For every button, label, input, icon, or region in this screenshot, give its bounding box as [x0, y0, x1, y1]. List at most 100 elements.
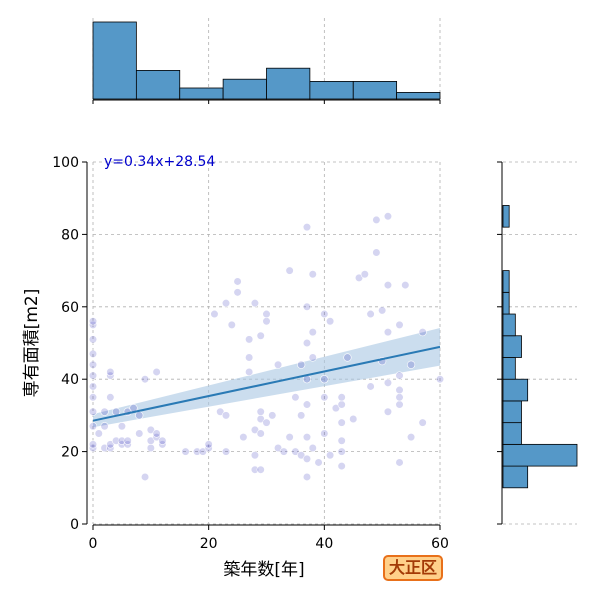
right-hist-bar [502, 400, 522, 424]
data-point [146, 425, 155, 434]
data-point [117, 422, 127, 431]
data-point [140, 472, 150, 482]
data-point [308, 443, 317, 453]
data-point [146, 436, 155, 445]
regression-label: y=0.34x+28.54 [104, 154, 215, 170]
right-hist-bar [502, 335, 522, 358]
data-point [198, 447, 207, 456]
data-point [372, 248, 381, 257]
data-point [285, 433, 294, 442]
data-point [94, 429, 103, 438]
y-tick-label: 60 [61, 300, 79, 316]
data-point [227, 320, 236, 330]
data-point [395, 458, 404, 467]
data-point [395, 393, 404, 402]
right-hist-bar [502, 291, 510, 315]
data-point [181, 447, 190, 456]
data-point [204, 440, 213, 449]
data-point [418, 328, 427, 337]
data-point [268, 411, 277, 420]
data-point [308, 270, 317, 279]
data-point [245, 335, 254, 344]
data-point [302, 472, 312, 482]
data-point [233, 277, 242, 286]
data-point [88, 335, 98, 344]
data-point [372, 215, 381, 225]
data-point [349, 414, 358, 424]
data-point [297, 451, 306, 460]
data-point [326, 317, 335, 326]
data-point [366, 382, 375, 391]
data-point [88, 317, 98, 326]
data-point [106, 367, 115, 377]
ward-badge: 大正区 [383, 555, 443, 581]
data-point [106, 393, 115, 402]
data-point [308, 353, 317, 362]
data-point [221, 411, 231, 420]
data-point [291, 447, 300, 456]
data-point [418, 418, 427, 427]
x-tick-label: 20 [200, 536, 218, 552]
data-point [337, 393, 346, 402]
data-point [320, 309, 329, 319]
data-point [88, 349, 98, 358]
data-point [395, 320, 404, 330]
data-point [245, 353, 254, 362]
x-tick-label: 0 [89, 536, 98, 552]
data-point [314, 458, 323, 467]
axes: 0 20 40 60 0 20 40 60 80 100 [52, 155, 449, 552]
data-point [326, 451, 335, 460]
data-point [88, 371, 98, 380]
data-point [256, 331, 265, 340]
x-axis-label: 築年数[年] [223, 560, 304, 580]
data-point [88, 393, 98, 402]
data-point [383, 328, 393, 337]
data-point [262, 309, 271, 319]
data-point [88, 440, 98, 449]
right-hist-bar [502, 465, 529, 489]
data-point [250, 465, 260, 474]
data-point [395, 385, 404, 395]
right-hist-bar [502, 313, 516, 337]
top-hist-bar [179, 87, 224, 100]
data-point [331, 404, 341, 413]
data-point [273, 360, 283, 369]
data-point [152, 429, 161, 438]
right-hist-bar [502, 443, 578, 467]
data-point [360, 270, 369, 279]
data-point [112, 436, 121, 445]
data-point [302, 223, 312, 232]
data-point [221, 447, 231, 456]
data-point [88, 382, 98, 391]
data-point [135, 411, 144, 420]
top-hist-bar [309, 81, 354, 100]
data-point [100, 407, 109, 416]
data-point [88, 422, 98, 431]
data-point [140, 375, 150, 384]
top-hist-bar [135, 70, 181, 100]
y-tick-label: 40 [61, 372, 79, 388]
top-hist-bar [352, 81, 398, 100]
data-point [297, 360, 306, 369]
data-point [354, 273, 364, 282]
data-point [117, 436, 127, 445]
x-tick-label: 60 [431, 536, 449, 552]
data-point [256, 407, 265, 416]
right-hist-bar [502, 422, 522, 445]
data-point [158, 436, 167, 445]
data-point [256, 429, 265, 438]
data-point [216, 407, 225, 416]
data-point [378, 306, 387, 315]
data-point [285, 266, 294, 275]
data-point [383, 280, 393, 290]
top-hist-bar [92, 21, 137, 100]
regression-line [92, 345, 441, 422]
data-point [250, 425, 260, 434]
scatter-points [88, 212, 445, 482]
data-point [401, 280, 410, 290]
y-tick-label: 100 [52, 155, 79, 171]
data-point [262, 418, 271, 427]
data-point [106, 440, 115, 449]
top-hist-bar [266, 67, 311, 100]
